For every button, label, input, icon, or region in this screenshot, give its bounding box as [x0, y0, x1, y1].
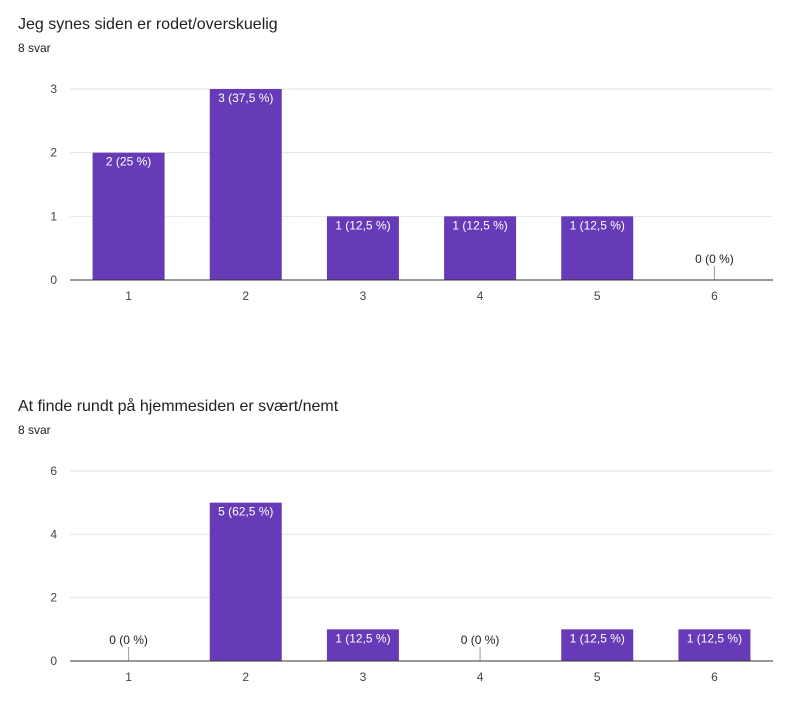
bar	[209, 502, 282, 661]
bar	[678, 629, 751, 661]
x-tick-label: 2	[242, 670, 249, 684]
bar	[326, 629, 399, 661]
data-label: 1 (12,5 %)	[570, 631, 625, 645]
y-tick-label: 2	[50, 146, 57, 160]
x-tick-label: 4	[477, 670, 484, 684]
x-tick-label: 3	[360, 289, 367, 303]
response-count: 8 svar	[18, 423, 51, 437]
y-tick-label: 2	[50, 591, 57, 605]
bar	[92, 152, 165, 280]
x-tick-label: 1	[125, 289, 132, 303]
bar	[561, 629, 634, 661]
bar	[326, 216, 399, 280]
question-title: At finde rundt på hjemmesiden er svært/n…	[18, 398, 339, 415]
question-title: Jeg synes siden er rodet/overskuelig	[18, 16, 278, 33]
data-label: 5 (62,5 %)	[218, 505, 273, 519]
data-label: 1 (12,5 %)	[452, 218, 507, 232]
y-tick-label: 0	[50, 273, 57, 287]
x-tick-label: 6	[711, 670, 718, 684]
bar	[561, 216, 634, 280]
data-label: 3 (37,5 %)	[218, 91, 273, 105]
data-label: 1 (12,5 %)	[335, 631, 390, 645]
data-label: 0 (0 %)	[695, 252, 734, 266]
y-tick-label: 0	[50, 654, 57, 668]
x-tick-label: 1	[125, 670, 132, 684]
bar-chart: 0 2 4 6 0 (0 %) 1 5 (62,5 %) 2 1 (12,5 %) 3 0 (0 %…	[50, 464, 773, 684]
y-tick-label: 3	[50, 82, 57, 96]
x-tick-label: 4	[477, 289, 484, 303]
x-tick-label: 5	[594, 289, 601, 303]
x-tick-label: 6	[711, 289, 718, 303]
data-label: 1 (12,5 %)	[335, 218, 390, 232]
data-label: 2 (25 %)	[106, 155, 151, 169]
y-tick-label: 4	[50, 527, 57, 541]
response-count: 8 svar	[18, 41, 51, 55]
data-label: 1 (12,5 %)	[570, 218, 625, 232]
y-tick-label: 1	[50, 209, 57, 223]
x-tick-label: 3	[360, 670, 367, 684]
data-label: 1 (12,5 %)	[687, 631, 742, 645]
bar	[209, 89, 282, 280]
bar-chart: 0 1 2 3 2 (25 %) 1 3 (37,5 %) 2 1 (12,5 %) 3 1 (12…	[50, 82, 773, 303]
x-tick-label: 2	[242, 289, 249, 303]
bar	[444, 216, 517, 280]
data-label: 0 (0 %)	[461, 633, 500, 647]
x-tick-label: 5	[594, 670, 601, 684]
data-label: 0 (0 %)	[109, 633, 148, 647]
y-tick-label: 6	[50, 464, 57, 478]
